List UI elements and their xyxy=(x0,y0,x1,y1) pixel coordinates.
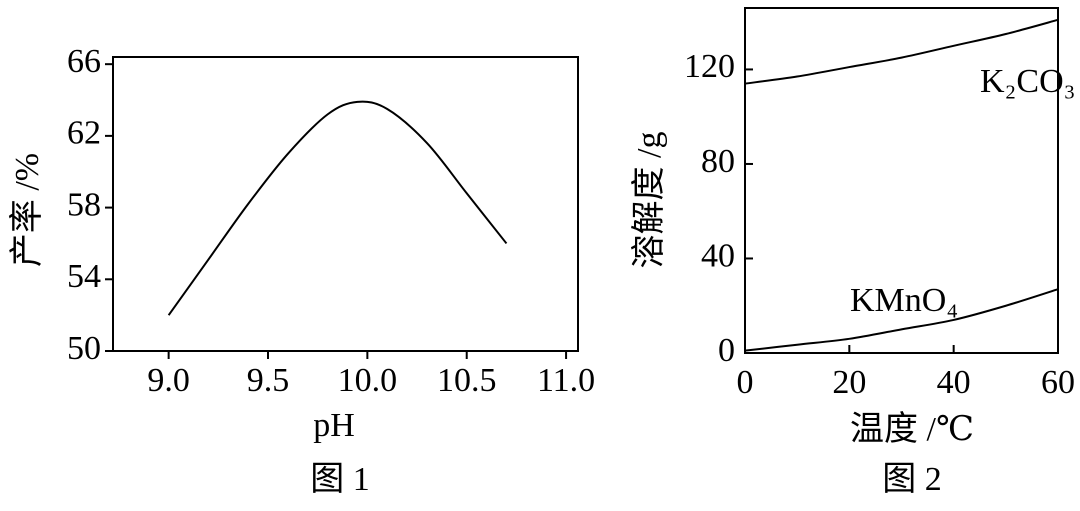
y-tick-label: 0 xyxy=(718,332,735,369)
y-tick-label: 120 xyxy=(684,48,735,85)
y-axis-label: 产率 /% xyxy=(8,153,46,267)
x-tick-label: 9.0 xyxy=(147,362,190,399)
curve-label: K₂CO₃ xyxy=(980,63,1076,100)
curve-label: KMnO₄ xyxy=(850,282,958,319)
x-tick-label: 20 xyxy=(832,364,866,401)
plot-frame xyxy=(744,7,1059,354)
x-tick-label: 10.5 xyxy=(437,362,497,399)
y-tick-label: 66 xyxy=(67,43,101,80)
y-tick-label: 58 xyxy=(67,186,101,223)
x-axis-label: pH xyxy=(313,407,355,444)
caption: 图 2 xyxy=(882,461,942,498)
plot-frame xyxy=(112,56,579,352)
x-tick-label: 0 xyxy=(737,364,754,401)
curve xyxy=(744,18,1059,85)
y-axis-label: 溶解度 /g xyxy=(630,132,668,269)
y-tick-label: 62 xyxy=(67,115,101,152)
curve xyxy=(167,100,508,316)
x-tick-label: 40 xyxy=(937,364,971,401)
y-tick-label: 54 xyxy=(67,258,101,295)
curve xyxy=(744,288,1059,352)
x-tick-label: 10.0 xyxy=(338,362,398,399)
x-tick-label: 9.5 xyxy=(247,362,290,399)
x-tick-label: 60 xyxy=(1041,364,1075,401)
y-tick-label: 40 xyxy=(701,237,735,274)
x-tick-label: 11.0 xyxy=(537,362,595,399)
y-tick-label: 50 xyxy=(67,330,101,367)
x-axis-label: 温度 /℃ xyxy=(850,410,974,448)
y-tick-label: 80 xyxy=(701,143,735,180)
caption: 图 1 xyxy=(310,461,370,498)
